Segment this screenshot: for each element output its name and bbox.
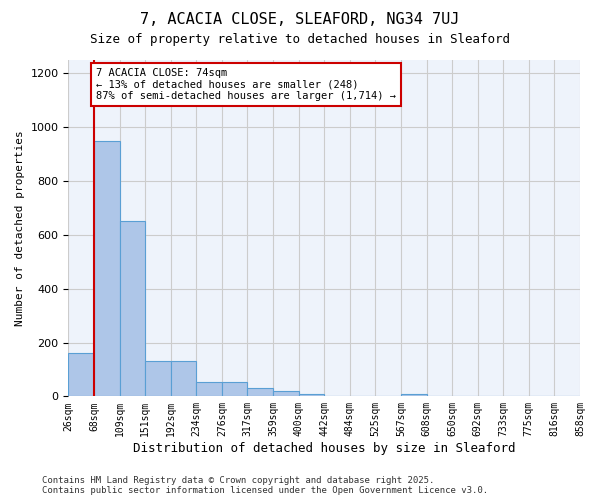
Bar	[299, 394, 324, 396]
Bar	[401, 394, 427, 396]
Bar	[196, 382, 222, 396]
Bar	[273, 391, 299, 396]
Text: 7, ACACIA CLOSE, SLEAFORD, NG34 7UJ: 7, ACACIA CLOSE, SLEAFORD, NG34 7UJ	[140, 12, 460, 28]
Bar	[94, 140, 119, 396]
Bar	[247, 388, 273, 396]
Y-axis label: Number of detached properties: Number of detached properties	[15, 130, 25, 326]
Text: Size of property relative to detached houses in Sleaford: Size of property relative to detached ho…	[90, 32, 510, 46]
Text: 7 ACACIA CLOSE: 74sqm
← 13% of detached houses are smaller (248)
87% of semi-det: 7 ACACIA CLOSE: 74sqm ← 13% of detached …	[96, 68, 396, 102]
Bar	[119, 222, 145, 396]
Text: Contains HM Land Registry data © Crown copyright and database right 2025.
Contai: Contains HM Land Registry data © Crown c…	[42, 476, 488, 495]
Bar	[222, 382, 247, 396]
Bar	[171, 362, 196, 396]
Bar	[145, 362, 171, 396]
X-axis label: Distribution of detached houses by size in Sleaford: Distribution of detached houses by size …	[133, 442, 515, 455]
Bar	[68, 354, 94, 397]
